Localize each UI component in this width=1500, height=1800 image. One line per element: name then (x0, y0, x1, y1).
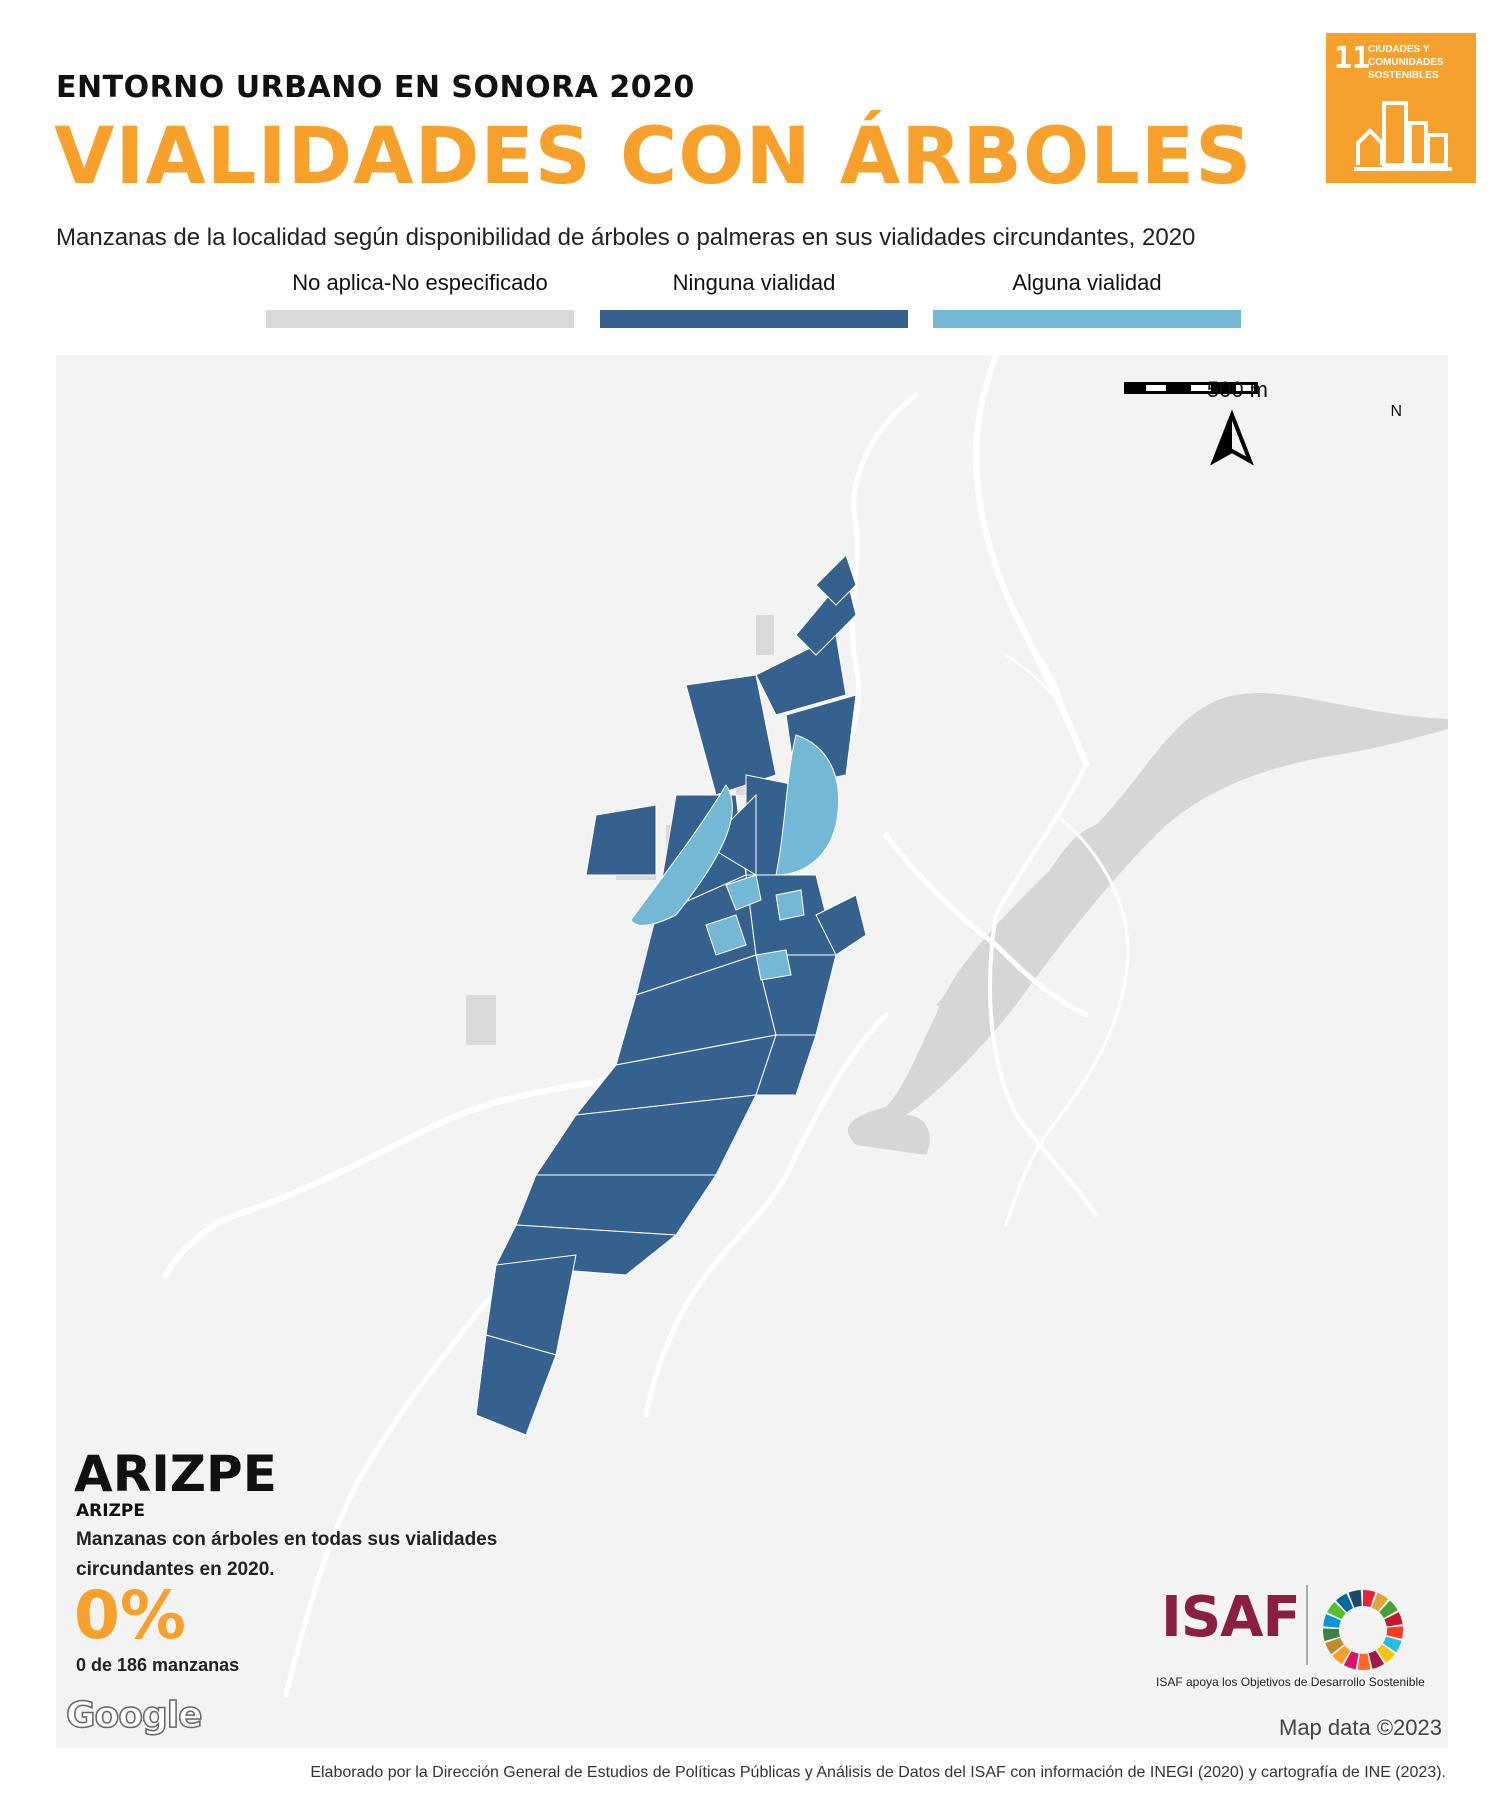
map-canvas (163, 355, 1448, 1698)
sdg-wheel-segment (1363, 1590, 1376, 1608)
road-network (163, 355, 1130, 1698)
scale-bar (1124, 382, 1258, 394)
sdg-wheel-icon (1323, 1590, 1403, 1670)
sdg-wheel-segment (1357, 1653, 1371, 1670)
sdg-wheel-segment (1382, 1636, 1402, 1653)
legend-item-no-aplica: No aplica-No especificado (266, 270, 574, 328)
sdg-wheel-segment (1332, 1645, 1351, 1665)
sdg-wheel-segment (1327, 1601, 1346, 1620)
legend-swatch (933, 310, 1241, 328)
sdg-wheel-segment (1371, 1592, 1389, 1612)
locality-description: Manzanas con árboles en todas sus vialid… (76, 1529, 498, 1580)
blocks-alguna (630, 734, 840, 981)
sdg-text: CIUDADES Y COMUNIDADES SOSTENIBLES (1368, 44, 1444, 81)
municipality-name: ARIZPE (76, 1501, 145, 1521)
sdg-number: 11 (1334, 41, 1371, 76)
isaf-tagline: ISAF apoya los Objetivos de Desarrollo S… (1156, 1675, 1425, 1689)
legend-item-alguna: Alguna vialidad (933, 270, 1241, 328)
city-buildings-icon (1354, 101, 1452, 171)
sdg-wheel-segment (1376, 1644, 1395, 1663)
map-attribution: Map data ©2023 (1279, 1715, 1442, 1740)
isaf-logo-text: ISAF (1161, 1585, 1301, 1650)
north-label: N (1390, 403, 1402, 420)
legend-label: Alguna vialidad (1012, 270, 1162, 295)
logo-divider (1306, 1585, 1308, 1665)
locality-count: 0 de 186 manzanas (76, 1655, 240, 1675)
sdg-wheel-segment (1368, 1650, 1385, 1669)
sdg-wheel-segment (1386, 1626, 1403, 1639)
footer-credit: Elaborado por la Dirección General de Es… (310, 1764, 1446, 1781)
valley-area (936, 825, 1096, 1008)
google-logo: Google (65, 1694, 203, 1737)
sdg-wheel-segment (1325, 1637, 1344, 1655)
sdg-11-badge: 11 CIUDADES Y COMUNIDADES SOSTENIBLES (1326, 33, 1476, 183)
north-arrow-icon (1210, 409, 1254, 466)
legend-swatch (600, 310, 908, 328)
sdg-wheel-segment (1323, 1614, 1341, 1628)
page-subtitle: Manzanas de la localidad según disponibi… (56, 224, 1196, 251)
scale-label: 500 m (1206, 377, 1268, 402)
page-title: VIALIDADES CON ÁRBOLES (54, 112, 1253, 202)
legend-label: Ninguna vialidad (672, 270, 836, 295)
locality-percentage: 0% (74, 1577, 187, 1654)
isaf-logo: ISAF (1161, 1585, 1301, 1650)
sdg-wheel-segment (1343, 1651, 1359, 1670)
legend-label: No aplica-No especificado (292, 270, 548, 295)
reservoir-area (886, 692, 1448, 1115)
blocks-ninguna (475, 554, 867, 1436)
sdg-wheel-segment (1336, 1593, 1354, 1613)
legend-item-ninguna: Ninguna vialidad (600, 270, 908, 328)
legend-swatch (266, 310, 574, 328)
sdg-wheel-segment (1379, 1600, 1398, 1619)
sdg-wheel-segment (1384, 1612, 1403, 1627)
header-kicker: ENTORNO URBANO EN SONORA 2020 (56, 70, 695, 105)
sdg-wheel-segment (1348, 1590, 1362, 1608)
locality-name: ARIZPE (74, 1445, 277, 1503)
sdg-wheel-segment (1323, 1628, 1340, 1641)
terrain-area (847, 1107, 930, 1155)
map-panel[interactable]: 500 m N ARIZPE ARIZPE Manzanas con árbol… (56, 355, 1448, 1748)
